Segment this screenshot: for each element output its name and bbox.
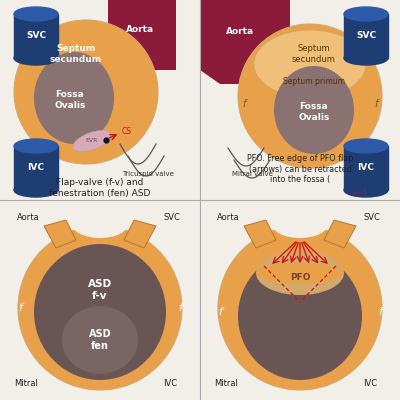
Text: Septum
secundum: Septum secundum	[292, 44, 336, 64]
Ellipse shape	[34, 52, 114, 144]
Text: EVR: EVR	[86, 138, 98, 144]
Text: SS: SS	[94, 214, 106, 222]
Ellipse shape	[14, 183, 58, 197]
Text: Mitral valve: Mitral valve	[232, 171, 272, 177]
Text: IVC: IVC	[28, 164, 44, 172]
Ellipse shape	[73, 130, 111, 152]
Ellipse shape	[72, 210, 128, 238]
Text: Septum
secundum: Septum secundum	[50, 44, 102, 64]
Text: SVC: SVC	[164, 214, 180, 222]
Ellipse shape	[272, 210, 328, 238]
Text: ASD
f-v: ASD f-v	[88, 279, 112, 301]
Ellipse shape	[238, 252, 362, 380]
Text: Fossa
Ovalis: Fossa Ovalis	[298, 102, 330, 122]
Text: Aorta: Aorta	[217, 214, 239, 222]
Text: SVC: SVC	[364, 214, 380, 222]
Text: IVC: IVC	[358, 164, 374, 172]
Ellipse shape	[254, 30, 366, 98]
Ellipse shape	[18, 226, 182, 390]
Text: f: f	[18, 303, 22, 313]
Ellipse shape	[344, 139, 388, 153]
Ellipse shape	[256, 251, 344, 295]
Polygon shape	[200, 0, 290, 84]
Text: ----): ----)	[352, 190, 367, 198]
Text: Aorta: Aorta	[17, 214, 39, 222]
Text: PFO. Free edge of PFO flap
(arrows) can be retracted
into the fossa (: PFO. Free edge of PFO flap (arrows) can …	[247, 154, 353, 184]
Text: SVC: SVC	[356, 32, 376, 40]
Bar	[14, 14, 58, 58]
Text: f: f	[378, 307, 382, 317]
Ellipse shape	[218, 226, 382, 390]
Polygon shape	[324, 220, 356, 248]
Text: Mitral: Mitral	[14, 380, 38, 388]
Text: Fossa
Ovalis: Fossa Ovalis	[54, 90, 86, 110]
Polygon shape	[44, 220, 76, 248]
Text: Mitral: Mitral	[214, 380, 238, 388]
Text: Septum primum: Septum primum	[283, 78, 345, 86]
Ellipse shape	[274, 66, 354, 154]
Text: f: f	[178, 303, 182, 313]
Polygon shape	[244, 220, 276, 248]
Text: Aorta: Aorta	[226, 28, 254, 36]
Ellipse shape	[238, 24, 382, 168]
Ellipse shape	[344, 183, 388, 197]
Ellipse shape	[344, 7, 388, 21]
Ellipse shape	[14, 139, 58, 153]
Ellipse shape	[34, 244, 166, 380]
Text: f: f	[218, 307, 222, 317]
Bar	[344, 146, 388, 190]
Text: PFO: PFO	[290, 272, 310, 282]
Text: ASD
fen: ASD fen	[89, 329, 111, 351]
Text: CS: CS	[122, 126, 132, 136]
Text: Aorta: Aorta	[126, 26, 154, 34]
Bar	[14, 146, 58, 190]
Text: IVC: IVC	[363, 380, 377, 388]
Ellipse shape	[344, 51, 388, 65]
Text: f: f	[242, 99, 246, 109]
Ellipse shape	[14, 7, 58, 21]
Text: f: f	[374, 99, 378, 109]
Text: SVC: SVC	[26, 32, 46, 40]
Polygon shape	[108, 0, 176, 70]
Ellipse shape	[14, 51, 58, 65]
Polygon shape	[124, 220, 156, 248]
Text: IVC: IVC	[163, 380, 177, 388]
Ellipse shape	[62, 306, 138, 374]
Text: SS: SS	[294, 214, 306, 222]
Text: Tricuspid valve: Tricuspid valve	[122, 171, 174, 177]
Bar	[344, 14, 388, 58]
Ellipse shape	[14, 20, 158, 164]
Ellipse shape	[256, 263, 344, 283]
Title: Flap-valve (f-v) and
fenestration (fen) ASD: Flap-valve (f-v) and fenestration (fen) …	[49, 178, 151, 198]
